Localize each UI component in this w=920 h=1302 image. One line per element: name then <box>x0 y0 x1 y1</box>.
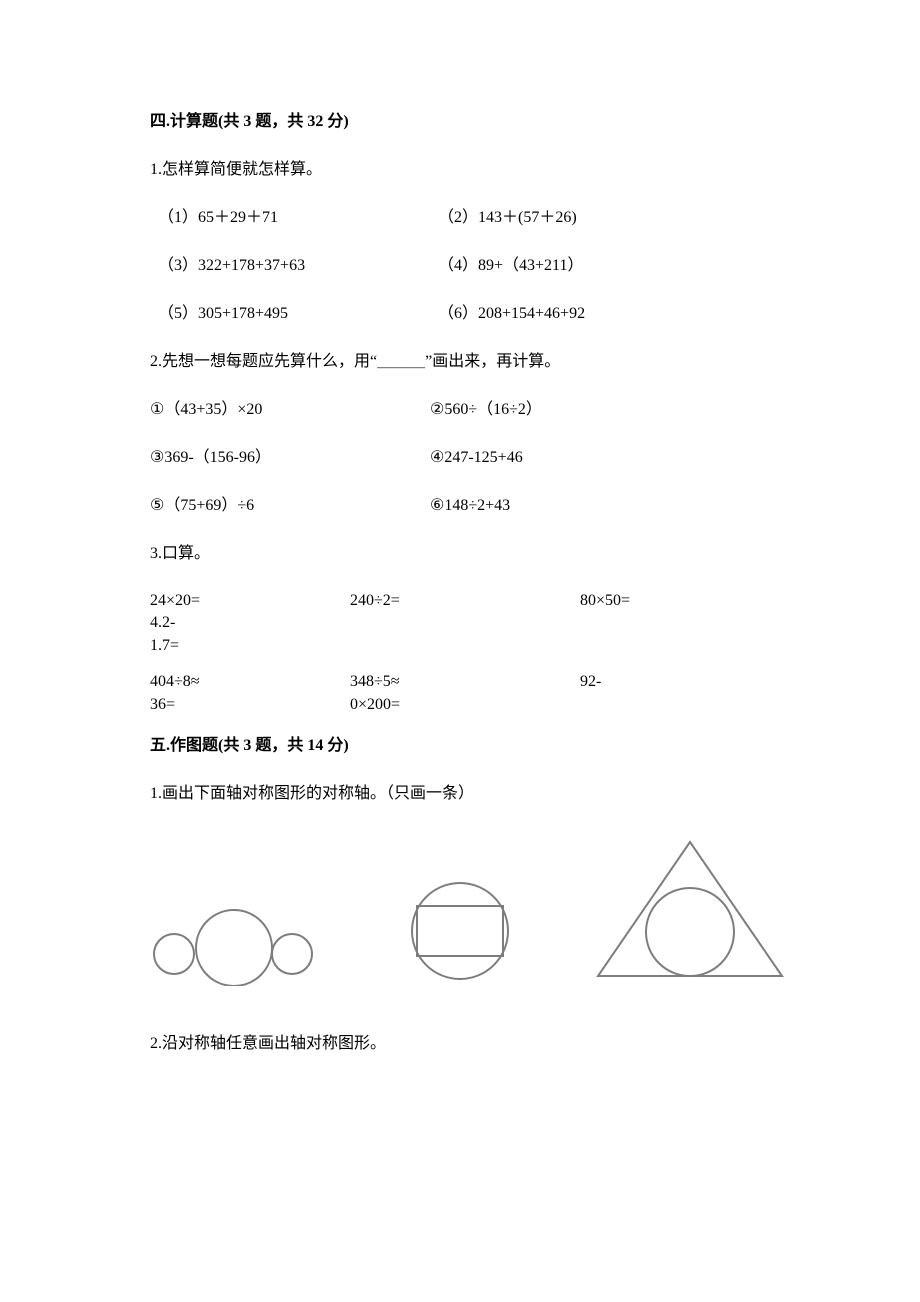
circle-rect-icon <box>395 876 525 986</box>
q4-1-row-1: （1）65＋29＋71 （2）143＋(57＋26) <box>150 206 790 230</box>
q4-1-item-3: （3）322+178+37+63 <box>158 254 438 278</box>
q4-3-r2-c3: 92- <box>580 671 780 693</box>
q4-3-r2-c1b: 36= <box>150 694 350 716</box>
q4-3-r2-c2b: 0×200= <box>350 694 580 716</box>
q4-1-item-6: （6）208+154+46+92 <box>438 302 790 326</box>
q4-2-item-3: ③369-（156-96） <box>150 446 430 470</box>
q4-2-prompt-pre: 2.先想一想每题应先算什么，用“ <box>150 353 377 370</box>
q4-2-row-3: ⑤（75+69）÷6 ⑥148÷2+43 <box>150 494 790 518</box>
q5-2-prompt: 2.沿对称轴任意画出轴对称图形。 <box>150 1032 790 1056</box>
q4-3-prompt: 3.口算。 <box>150 542 790 566</box>
q4-2-item-6: ⑥148÷2+43 <box>430 494 790 518</box>
section-5-header: 五.作图题(共 3 题，共 14 分) <box>150 734 790 758</box>
q4-1-item-2: （2）143＋(57＋26) <box>438 206 790 230</box>
q4-2-row-2: ③369-（156-96） ④247-125+46 <box>150 446 790 470</box>
three-circles-icon <box>150 896 330 986</box>
q4-3-r2-c1a: 404÷8≈ <box>150 671 350 693</box>
q4-2-prompt-post: ”画出来，再计算。 <box>425 353 560 370</box>
figure-circle-rect <box>395 876 525 986</box>
q4-1-item-5: （5）305+178+495 <box>158 302 438 326</box>
q4-2-item-5: ⑤（75+69）÷6 <box>150 494 430 518</box>
q4-2-row-1: ①（43+35）×20 ②560÷（16÷2） <box>150 398 790 422</box>
section-4-header: 四.计算题(共 3 题，共 32 分) <box>150 110 790 134</box>
q4-3-r1-c1: 24×20= <box>150 590 350 612</box>
q4-3-row-1: 24×20= 240÷2= 80×50= 4.2- <box>150 590 790 635</box>
q4-2-item-4: ④247-125+46 <box>430 446 790 470</box>
q4-3-r2-c2a: 348÷5≈ <box>350 671 580 693</box>
q4-1-row-2: （3）322+178+37+63 （4）89+（43+211） <box>150 254 790 278</box>
figure-triangle-circle <box>590 836 790 986</box>
q4-3-r1-c3: 80×50= <box>580 590 780 612</box>
q4-2-item-2: ②560÷（16÷2） <box>430 398 790 422</box>
q4-3-row-2b: 36= 0×200= <box>150 694 790 716</box>
triangle-circle-icon <box>590 836 790 986</box>
q4-3-r1-c4b: 1.7= <box>150 635 350 657</box>
q4-2-prompt: 2.先想一想每题应先算什么，用“＿＿＿”画出来，再计算。 <box>150 350 790 374</box>
figure-three-circles <box>150 896 330 986</box>
q4-1-prompt: 1.怎样算简便就怎样算。 <box>150 158 790 182</box>
q4-1-item-4: （4）89+（43+211） <box>438 254 790 278</box>
q4-2-blank: ＿＿＿ <box>377 353 425 370</box>
q4-1-item-1: （1）65＋29＋71 <box>158 206 438 230</box>
q4-1-row-3: （5）305+178+495 （6）208+154+46+92 <box>150 302 790 326</box>
q5-1-figures <box>150 836 790 986</box>
q5-1-prompt: 1.画出下面轴对称图形的对称轴。（只画一条） <box>150 782 790 806</box>
q4-2-item-1: ①（43+35）×20 <box>150 398 430 422</box>
q4-3-r1-c4a: 4.2- <box>150 612 175 634</box>
q4-3-row-1b: 1.7= <box>150 635 790 657</box>
q4-3-row-2: 404÷8≈ 348÷5≈ 92- <box>150 671 790 693</box>
q4-3-r1-c2: 240÷2= <box>350 590 580 612</box>
